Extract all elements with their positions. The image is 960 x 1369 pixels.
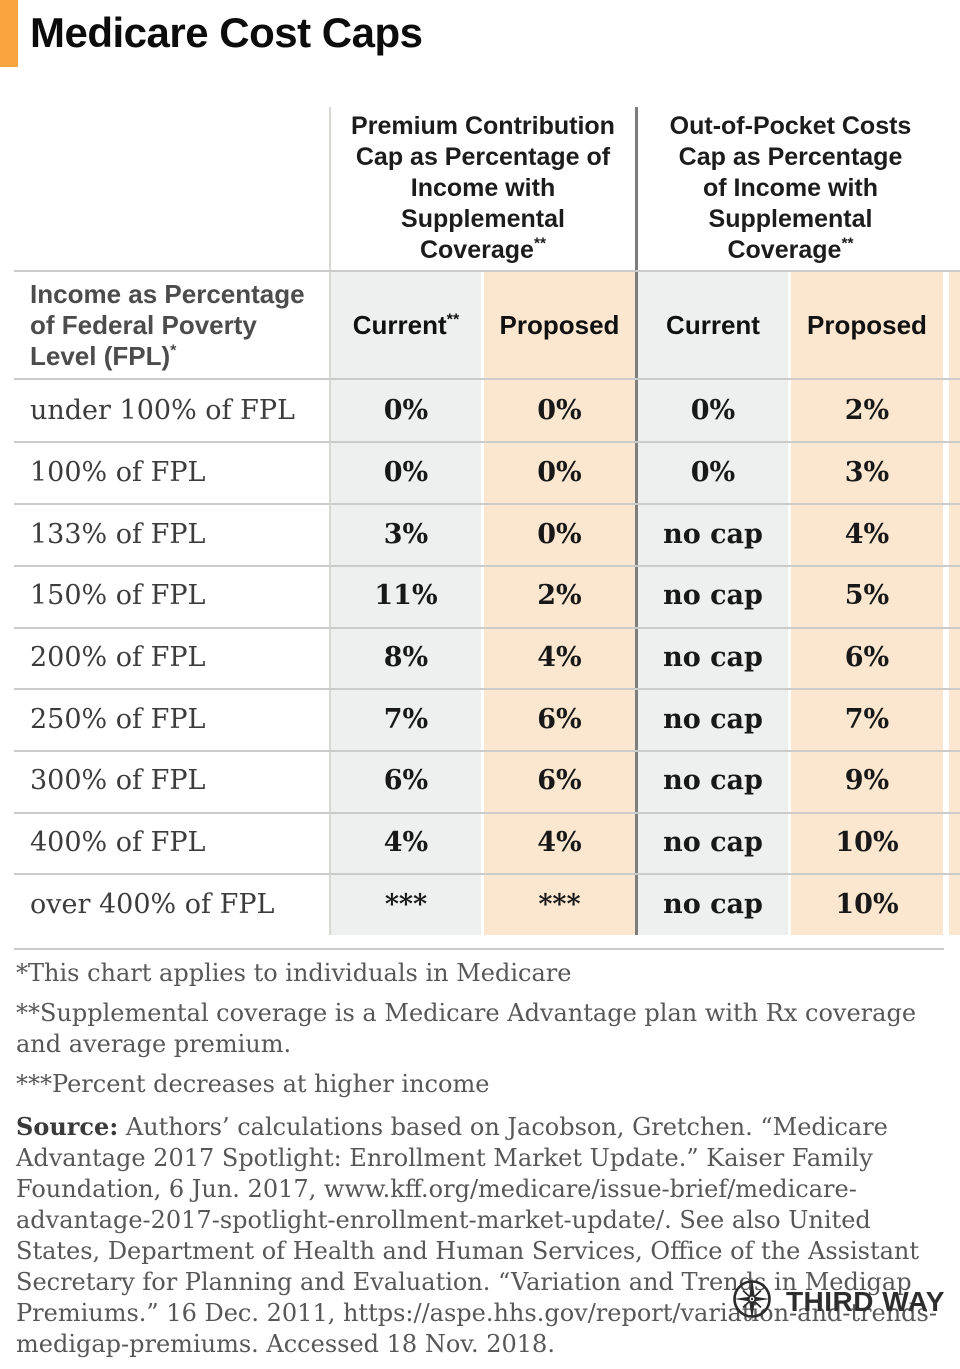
column-header-premium-proposed: Proposed	[484, 272, 635, 378]
cell-premium-proposed: 0%	[484, 380, 635, 442]
table-row: 300% of FPL 6% 6% no cap 9%	[14, 750, 960, 812]
footnote: **Supplemental coverage is a Medicare Ad…	[16, 999, 917, 1058]
thirdway-logo: THIRD WAY	[730, 1277, 945, 1326]
cell-premium-current: 4%	[331, 811, 481, 874]
cell-premium-current: 0%	[331, 441, 481, 504]
table-rule	[14, 565, 960, 567]
table-rule	[14, 873, 960, 875]
cell-premium-proposed: 6%	[484, 688, 635, 751]
cell-premium-current: ***	[331, 873, 481, 936]
row-label: 150% of FPL	[30, 580, 206, 612]
notes-section: *This chart applies to individuals in Me…	[16, 958, 946, 1369]
table-row: 150% of FPL 11% 2% no cap 5%	[14, 565, 960, 627]
column-header-row: Income as Percentage of Federal Poverty …	[14, 272, 960, 378]
cell-premium-proposed: 0%	[484, 441, 635, 504]
cell-oop-proposed: 4%	[791, 503, 943, 566]
cell-oop-current: no cap	[638, 750, 788, 812]
table-left-rule	[329, 107, 331, 935]
table-rule	[14, 812, 960, 814]
cell-premium-proposed: ***	[484, 873, 635, 936]
cell-oop-proposed: 10%	[791, 873, 943, 936]
table-row: 100% of FPL 0% 0% 0% 3%	[14, 441, 960, 504]
group-header-premium-cap-label: Premium Contribution Cap as Percentage o…	[351, 112, 615, 264]
page-title: Medicare Cost Caps	[30, 9, 423, 56]
edge-gap	[943, 272, 949, 378]
cell-oop-current: no cap	[638, 873, 788, 936]
row-label: 300% of FPL	[30, 765, 206, 797]
row-label: 400% of FPL	[30, 827, 206, 859]
table-row: under 100% of FPL 0% 0% 0% 2%	[14, 380, 960, 442]
cell-oop-proposed: 6%	[791, 626, 943, 689]
cell-oop-current: no cap	[638, 626, 788, 689]
source-text: Authors’ calculations based on Jacobson,…	[16, 1113, 937, 1358]
cell-oop-current: 0%	[638, 441, 788, 504]
cropped-column-sliver	[949, 272, 960, 378]
cell-oop-proposed: 10%	[791, 811, 943, 874]
cell-premium-current: 11%	[331, 565, 481, 627]
cell-oop-current: no cap	[638, 811, 788, 874]
table-rule	[14, 503, 960, 505]
cell-oop-current: no cap	[638, 688, 788, 751]
table-rule	[14, 627, 960, 629]
cell-oop-proposed: 3%	[791, 441, 943, 504]
source-label: Source:	[16, 1112, 119, 1141]
group-header-oop-cap-label: Out-of-Pocket Costs Cap as Percentage of…	[669, 112, 912, 264]
compass-star-icon	[730, 1277, 774, 1326]
cell-premium-proposed: 6%	[484, 750, 635, 812]
table-rule	[14, 688, 960, 690]
table-rule	[14, 441, 960, 443]
row-label: over 400% of FPL	[30, 888, 275, 920]
footnote-separator-rule	[14, 948, 944, 950]
corner-header-label: Income as Percentage of Federal Poverty …	[30, 278, 305, 371]
table-row: 200% of FPL 8% 4% no cap 6%	[14, 626, 960, 689]
footnote: *This chart applies to individuals in Me…	[16, 959, 572, 987]
cell-premium-current: 3%	[331, 503, 481, 566]
column-group-divider	[635, 107, 638, 935]
cell-oop-current: 0%	[638, 380, 788, 442]
corner-spacer	[14, 107, 331, 270]
column-gap	[481, 272, 484, 378]
column-header-oop-proposed: Proposed	[791, 272, 943, 378]
column-header-oop-current: Current	[638, 272, 788, 378]
cell-premium-proposed: 4%	[484, 626, 635, 689]
group-header-oop-cap: Out-of-Pocket Costs Cap as Percentage of…	[638, 107, 943, 270]
table-row: 250% of FPL 7% 6% no cap 7%	[14, 688, 960, 751]
row-label: 200% of FPL	[30, 642, 206, 674]
corner-header: Income as Percentage of Federal Poverty …	[14, 272, 331, 378]
cell-premium-current: 6%	[331, 750, 481, 812]
cell-oop-current: no cap	[638, 503, 788, 566]
cell-oop-proposed: 7%	[791, 688, 943, 751]
table-rule	[14, 750, 960, 752]
row-label: under 100% of FPL	[30, 395, 295, 427]
table-row: 133% of FPL 3% 0% no cap 4%	[14, 503, 960, 566]
table-rule	[14, 378, 960, 380]
cell-oop-proposed: 9%	[791, 750, 943, 812]
cell-premium-current: 0%	[331, 380, 481, 442]
table-row: 400% of FPL 4% 4% no cap 10%	[14, 811, 960, 874]
group-header-premium-cap: Premium Contribution Cap as Percentage o…	[331, 107, 635, 270]
cell-premium-proposed: 2%	[484, 565, 635, 627]
medicare-cost-caps-table: under 100% of FPL 0% 0% 0% 2% 100% of FP…	[14, 380, 960, 936]
source-note: Source: Authors’ calculations based on J…	[16, 1111, 946, 1360]
cell-premium-current: 8%	[331, 626, 481, 689]
table-rule	[14, 270, 960, 272]
row-label: 250% of FPL	[30, 703, 206, 735]
cell-premium-proposed: 0%	[484, 503, 635, 566]
logo-text: THIRD WAY	[785, 1285, 945, 1317]
column-gap	[788, 272, 791, 378]
row-label: 100% of FPL	[30, 457, 206, 488]
column-group-header-row: Premium Contribution Cap as Percentage o…	[14, 107, 960, 270]
accent-bar	[0, 0, 18, 67]
cell-oop-current: no cap	[638, 565, 788, 627]
column-header-premium-current: Current**	[331, 272, 481, 378]
cell-oop-proposed: 5%	[791, 565, 943, 627]
row-label: 133% of FPL	[30, 518, 206, 550]
table-row: over 400% of FPL *** *** no cap 10%	[14, 873, 960, 936]
cell-premium-proposed: 4%	[484, 811, 635, 874]
cell-oop-proposed: 2%	[791, 380, 943, 442]
cell-premium-current: 7%	[331, 688, 481, 751]
footnote: ***Percent decreases at higher income	[16, 1070, 490, 1098]
